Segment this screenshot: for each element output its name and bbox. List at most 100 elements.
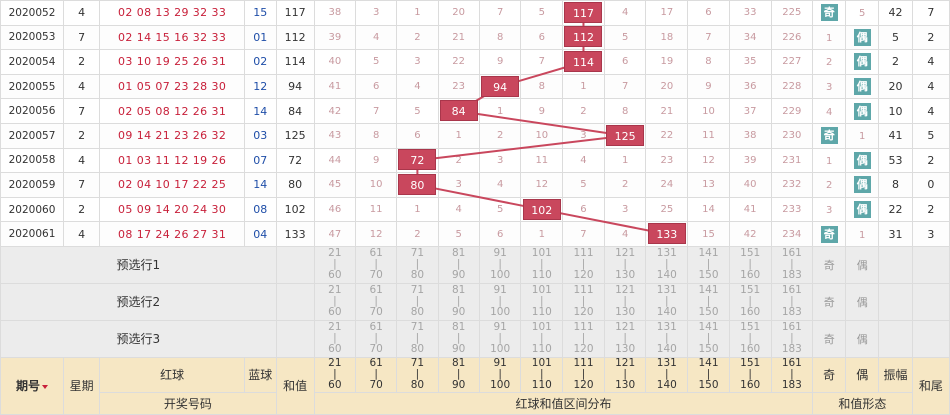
bucket-cell: 8 — [520, 73, 564, 100]
preselect-range-cell[interactable]: 81 | 90 — [437, 245, 480, 284]
preselect-tail[interactable] — [911, 282, 950, 321]
preselect-row[interactable]: 预选行3 21 | 60 61 | 70 71 | 80 81 | 90 91 | 100 101 | 110 111… — [0, 319, 950, 358]
preselect-range-cell[interactable]: 81 | 90 — [437, 282, 480, 321]
preselect-amp[interactable] — [878, 282, 913, 321]
range-header: 121 | 130 — [603, 356, 647, 393]
preselect-range-cell[interactable]: 151 | 160 — [728, 319, 772, 358]
preselect-range-cell[interactable]: 141 | 150 — [687, 319, 730, 358]
preselect-odd[interactable]: 奇 — [812, 319, 847, 358]
bucket-cell: 1 — [396, 196, 439, 223]
preselect-range-cell[interactable]: 161 | 183 — [770, 245, 814, 284]
sum-cell-text: 133 — [284, 227, 306, 241]
preselect-range-cell[interactable]: 111 | 120 — [562, 245, 605, 284]
amplitude-text: 53 — [888, 153, 903, 167]
preselect-range-cell[interactable]: 21 | 60 — [313, 245, 357, 284]
preselect-range-cell[interactable]: 151 | 160 — [728, 245, 772, 284]
preselect-range-cell[interactable]: 21 | 60 — [313, 319, 357, 358]
amplitude-text: 42 — [888, 6, 903, 20]
preselect-range-cell[interactable]: 111 | 120 — [562, 282, 605, 321]
bucket-cell: 227 — [770, 49, 814, 75]
preselect-row[interactable]: 预选行1 21 | 60 61 | 70 71 | 80 81 | 90 91 | 100 101 | 110 111… — [0, 245, 950, 284]
preselect-range-cell[interactable]: 111 | 120 — [562, 319, 605, 358]
bucket-cell: 1 — [603, 147, 647, 174]
bucket-cell: 19 — [645, 49, 689, 75]
range-hi: 60 — [328, 343, 342, 356]
preselect-range-cell[interactable]: 91 | 100 — [478, 319, 522, 358]
range-hi: 120 — [573, 306, 594, 319]
table-row: 2020055 4 01 05 07 23 28 30 12 94 41 6 4 23 8 1 7 20… — [0, 73, 950, 100]
preselect-range-cell[interactable]: 131 | 140 — [645, 319, 689, 358]
preselect-amp[interactable] — [878, 319, 913, 358]
preselect-tail[interactable] — [911, 245, 950, 284]
preselect-row[interactable]: 预选行2 21 | 60 61 | 70 71 | 80 81 | 90 91 | 100 101 | 110 111… — [0, 282, 950, 321]
range-hi: 80 — [410, 379, 425, 392]
preselect-range-cell[interactable]: 81 | 90 — [437, 319, 480, 358]
preselect-range-cell[interactable]: 101 | 110 — [520, 245, 564, 284]
preselect-odd[interactable]: 奇 — [812, 245, 847, 284]
preselect-tail[interactable] — [911, 319, 950, 358]
blue-ball-cell-text: 04 — [253, 227, 268, 241]
range-label: 101 | 110 — [531, 284, 552, 319]
range-lo: 161 — [781, 247, 802, 260]
preselect-sum-cell[interactable] — [275, 245, 315, 284]
preselect-range-cell[interactable]: 121 | 130 — [603, 245, 647, 284]
range-lo: 131 — [656, 321, 677, 334]
preselect-range-cell[interactable]: 91 | 100 — [478, 245, 522, 284]
preselect-range-cell[interactable]: 131 | 140 — [645, 282, 689, 321]
sort-icon[interactable] — [42, 384, 49, 389]
blue-ball-cell-text: 03 — [253, 129, 268, 143]
range-lo: 91 — [493, 357, 507, 370]
miss-count: 8 — [538, 81, 545, 93]
preselect-amp[interactable] — [878, 245, 913, 284]
dist-header-text: 红球和值区间分布 — [515, 396, 612, 411]
miss-count: 7 — [372, 105, 380, 117]
preselect-range-cell[interactable]: 61 | 70 — [354, 282, 398, 321]
preselect-label-text: 预选行1 — [116, 258, 161, 273]
red-balls-cell-text: 02 14 15 16 32 33 — [118, 30, 227, 44]
preselect-range-cell[interactable]: 151 | 160 — [728, 282, 772, 321]
preselect-odd[interactable]: 奇 — [812, 282, 847, 321]
bucket-cell: 41 — [313, 73, 357, 100]
preselect-range-cell[interactable]: 121 | 130 — [603, 319, 647, 358]
miss-count: 7 — [705, 31, 712, 43]
preselect-even[interactable]: 偶 — [845, 282, 880, 321]
miss-count: 5 — [621, 31, 629, 43]
miss-count: 3 — [496, 154, 504, 166]
preselect-sum-cell[interactable] — [275, 319, 315, 358]
parity-miss: 3 — [826, 82, 833, 94]
range-hi: 110 — [531, 306, 552, 319]
preselect-range-cell[interactable]: 61 | 70 — [354, 319, 398, 358]
miss-count: 47 — [328, 228, 342, 240]
preselect-range-cell[interactable]: 71 | 80 — [396, 282, 439, 321]
preselect-sum-cell[interactable] — [275, 282, 315, 321]
preselect-even[interactable]: 偶 — [845, 245, 880, 284]
preselect-range-cell[interactable]: 101 | 110 — [520, 282, 564, 321]
preselect-range-cell[interactable]: 141 | 150 — [687, 245, 730, 284]
week-cell: 4 — [63, 147, 101, 174]
tail-cell: 0 — [911, 172, 950, 198]
preselect-range-cell[interactable]: 121 | 130 — [603, 282, 647, 321]
period-header[interactable]: 期号 — [0, 356, 65, 415]
preselect-range-cell[interactable]: 91 | 100 — [478, 282, 522, 321]
miss-count: 1 — [538, 228, 545, 240]
blue-ball-cell-text: 08 — [253, 203, 268, 217]
even-cell: 偶 — [845, 49, 880, 75]
period-cell-text: 2020056 — [8, 105, 56, 118]
preselect-range-cell[interactable]: 21 | 60 — [313, 282, 357, 321]
shape-header: 和值形态 — [812, 391, 913, 415]
preselect-even[interactable]: 偶 — [845, 319, 880, 358]
amplitude-text: 8 — [891, 178, 899, 192]
preselect-range-cell[interactable]: 131 | 140 — [645, 245, 689, 284]
miss-count: 3 — [372, 7, 380, 19]
blue-ball-cell-text: 14 — [253, 178, 268, 192]
preselect-range-cell[interactable]: 61 | 70 — [354, 245, 398, 284]
preselect-range-cell[interactable]: 161 | 183 — [770, 319, 814, 358]
preselect-range-cell[interactable]: 141 | 150 — [687, 282, 730, 321]
bucket-cell: 36 — [728, 73, 772, 100]
preselect-range-cell[interactable]: 71 | 80 — [396, 319, 439, 358]
range-hi: 140 — [656, 379, 677, 392]
preselect-range-cell[interactable]: 71 | 80 — [396, 245, 439, 284]
miss-count: 45 — [328, 179, 342, 191]
preselect-range-cell[interactable]: 161 | 183 — [770, 282, 814, 321]
preselect-range-cell[interactable]: 101 | 110 — [520, 319, 564, 358]
